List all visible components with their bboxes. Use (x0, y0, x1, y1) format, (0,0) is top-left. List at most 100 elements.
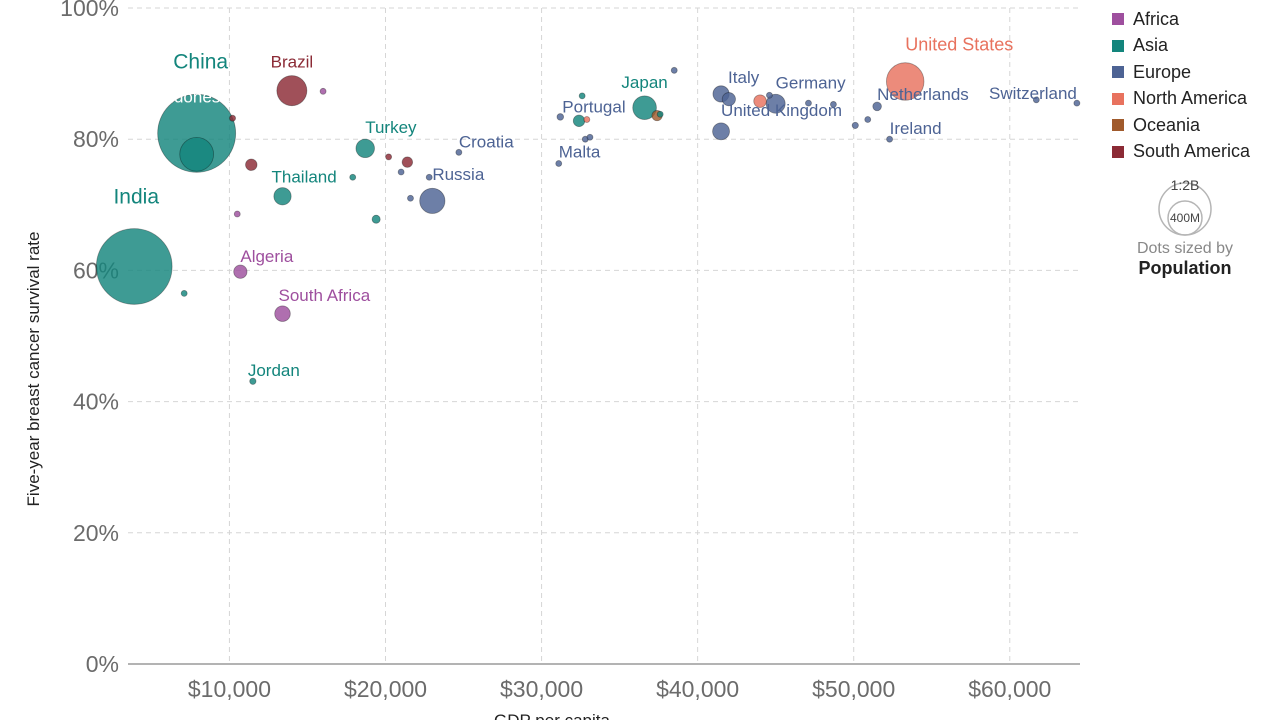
legend-label: North America (1133, 88, 1248, 109)
point-label: Thailand (272, 168, 337, 187)
data-point (401, 156, 414, 168)
legend-label: Europe (1133, 61, 1192, 82)
legend-label: Asia (1133, 35, 1169, 56)
legend-label: Oceania (1133, 114, 1201, 135)
data-point (1073, 99, 1081, 107)
point-label: United Kingdom (721, 101, 842, 120)
data-point (864, 116, 872, 123)
data-point (830, 101, 837, 108)
size-legend-small-circle (1167, 200, 1203, 236)
point-label: Russia (432, 165, 485, 184)
point-label: Ireland (890, 119, 942, 138)
legend-item: Asia (1112, 33, 1280, 60)
data-point (753, 94, 767, 108)
x-tick-label: $60,000 (968, 676, 1051, 702)
legend-item: Oceania (1112, 112, 1280, 139)
x-tick-label: $30,000 (500, 676, 583, 702)
point-label: Jordan (248, 361, 300, 380)
size-legend-large-label: 1:2B (1171, 177, 1200, 193)
point-label: Italy (728, 68, 760, 87)
data-point (556, 113, 565, 121)
data-point (95, 228, 173, 305)
y-tick-label: 20% (73, 520, 119, 546)
point-label: Algeria (240, 247, 293, 266)
x-tick-label: $20,000 (344, 676, 427, 702)
legend-item: South America (1112, 139, 1280, 166)
data-point (425, 173, 433, 181)
x-tick-label: $50,000 (812, 676, 895, 702)
data-point (233, 210, 241, 218)
data-point (712, 122, 730, 141)
point-label: Malta (559, 142, 601, 161)
legend-label: Africa (1133, 8, 1180, 29)
legend-swatch (1112, 13, 1124, 26)
legend-swatch (1112, 39, 1124, 52)
x-tick-label: $10,000 (188, 676, 271, 702)
data-point (419, 187, 446, 214)
data-point (349, 173, 357, 181)
legend-item: Europe (1112, 59, 1280, 86)
data-point (273, 187, 292, 206)
data-point (319, 87, 327, 95)
data-point (765, 93, 786, 114)
size-legend: 1:2B 400M Dots sized by Population (1130, 176, 1240, 279)
data-point (1032, 96, 1040, 104)
data-point (578, 92, 586, 100)
data-point (385, 153, 393, 161)
axis-layer: 0%20%40%60%80%100%$10,000 $20,000 $30,000 $… (60, 0, 1080, 702)
data-point (721, 92, 736, 107)
data-point (572, 114, 586, 127)
size-legend-circles: 1:2B 400M (1158, 177, 1212, 236)
data-point (276, 75, 308, 107)
size-legend-title: Population (1138, 258, 1232, 278)
point-label: Turkey (365, 118, 417, 137)
point-label: Netherlands (877, 85, 969, 104)
data-point (805, 99, 812, 107)
data-point (355, 138, 375, 159)
data-point (455, 148, 463, 156)
data-point (233, 264, 248, 279)
size-legend-caption: Dots sized by (1136, 240, 1234, 257)
dot-layer (95, 62, 1081, 385)
legend-item: North America (1112, 86, 1280, 113)
x-tick-label: $40,000 (656, 676, 739, 702)
data-point (371, 214, 381, 224)
point-label: China (173, 50, 228, 73)
data-point (886, 62, 925, 101)
point-label: Germany (776, 73, 846, 92)
x-axis-title: GDP per capita (494, 711, 610, 720)
data-point (245, 158, 258, 171)
grid-layer (128, 7, 1080, 664)
data-point (632, 95, 657, 120)
data-point (656, 110, 664, 118)
legend-swatch (1112, 145, 1124, 158)
data-point (670, 66, 678, 74)
data-point (851, 121, 859, 129)
data-point (555, 160, 563, 167)
label-layer: India China Indonesia Brazil Thailand Turkey C… (113, 35, 1076, 380)
data-point (157, 93, 237, 173)
legend-swatch (1112, 119, 1124, 132)
point-label: Brazil (271, 53, 314, 72)
data-point (872, 101, 882, 112)
data-point (249, 377, 257, 385)
legend-swatch (1112, 66, 1124, 79)
data-point (583, 116, 591, 123)
y-axis-title: Five-year breast cancer survival rate (24, 232, 43, 507)
data-point (586, 133, 594, 141)
point-label: South Africa (279, 286, 371, 305)
data-point (180, 289, 188, 297)
y-tick-label: 0% (86, 651, 119, 677)
data-point (886, 135, 893, 143)
point-label: Portugal (562, 98, 625, 117)
legend-item: Africa (1112, 6, 1280, 33)
data-point (397, 168, 405, 176)
point-label: Croatia (459, 132, 514, 151)
point-label: Indonesia (160, 87, 234, 106)
data-point (766, 91, 773, 99)
y-tick-label: 80% (73, 126, 119, 152)
point-label: Switzerland (989, 84, 1077, 103)
point-label: United States (905, 35, 1013, 55)
point-label: India (113, 186, 159, 209)
